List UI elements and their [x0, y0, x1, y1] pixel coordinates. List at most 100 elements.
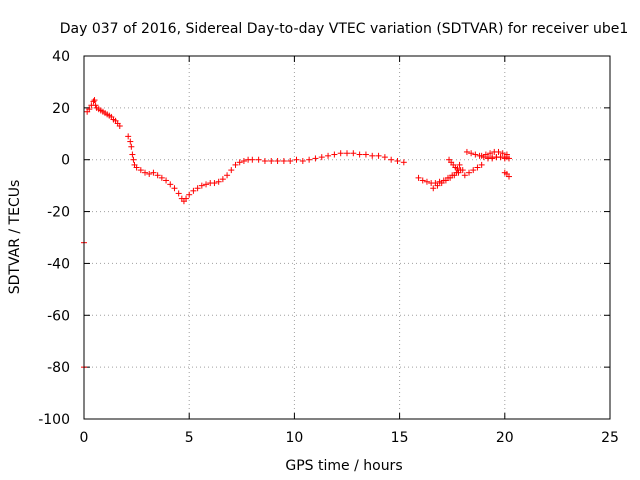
data-point	[130, 156, 137, 163]
data-point	[400, 159, 407, 166]
y-tick-label: -40	[47, 256, 70, 272]
data-point	[236, 159, 243, 166]
data-point	[506, 155, 513, 162]
data-point	[137, 167, 144, 174]
data-point	[474, 164, 481, 171]
x-axis-label: GPS time / hours	[285, 458, 402, 474]
data-point	[318, 154, 325, 161]
y-tick-label: 0	[61, 153, 70, 169]
data-point	[175, 190, 182, 197]
data-point	[478, 161, 485, 168]
data-point	[211, 180, 218, 187]
data-point	[470, 167, 477, 174]
x-tick-label: 20	[496, 430, 514, 446]
data-point	[461, 172, 468, 179]
data-point	[369, 152, 376, 159]
y-axis-label: SDTVAR / TECUs	[7, 180, 23, 295]
data-point	[240, 158, 247, 165]
data-point	[146, 170, 153, 177]
data-point	[86, 106, 93, 113]
data-point	[158, 174, 165, 181]
plot-frame	[83, 55, 611, 420]
data-point	[255, 156, 262, 163]
x-tick-label: 10	[285, 430, 303, 446]
data-point	[356, 151, 363, 158]
data-point	[459, 167, 466, 174]
data-point	[232, 161, 239, 168]
data-point	[337, 150, 344, 157]
data-point	[261, 158, 268, 165]
data-point	[331, 151, 338, 158]
data-point	[506, 173, 513, 180]
data-point	[167, 181, 174, 188]
data-point	[503, 151, 510, 158]
data-point	[171, 185, 178, 192]
data-point	[482, 151, 489, 158]
data-point	[215, 178, 222, 185]
x-tick-label: 25	[601, 430, 619, 446]
data-point	[274, 158, 281, 165]
data-point	[129, 151, 136, 158]
data-point	[456, 161, 463, 168]
data-point	[249, 156, 256, 163]
data-point	[438, 180, 445, 187]
data-point	[150, 169, 157, 176]
data-point	[154, 172, 161, 179]
data-point	[219, 176, 226, 183]
data-point	[463, 148, 470, 155]
data-points	[81, 97, 513, 371]
x-tick-label: 15	[391, 430, 409, 446]
data-point	[447, 174, 454, 181]
chart-title: Day 037 of 2016, Sidereal Day-to-day VTE…	[60, 21, 629, 37]
data-point	[362, 151, 369, 158]
data-point	[293, 156, 300, 163]
y-tick-label: -100	[38, 412, 70, 428]
data-point	[388, 156, 395, 163]
data-point	[312, 155, 319, 162]
data-point	[287, 158, 294, 165]
data-point	[344, 150, 350, 157]
data-point	[451, 172, 458, 179]
data-point	[454, 165, 461, 172]
data-point	[375, 152, 382, 159]
data-point	[381, 154, 388, 161]
data-point	[499, 150, 506, 157]
data-point	[142, 169, 149, 176]
y-tick-label: -60	[47, 308, 70, 324]
data-point	[203, 181, 210, 188]
data-point	[163, 177, 170, 184]
axis-ticks: 0 5 10 15 20 25 40 20 0 -20 -40 -60 -80 -100	[38, 49, 619, 446]
data-point	[91, 97, 98, 104]
data-point	[442, 177, 449, 184]
data-point	[128, 143, 135, 150]
data-point	[415, 174, 422, 181]
data-point	[487, 150, 494, 157]
y-tick-label: 20	[52, 101, 70, 117]
data-point	[116, 123, 123, 130]
data-point	[127, 138, 134, 145]
data-point	[306, 156, 313, 163]
data-point	[228, 167, 235, 174]
data-point	[268, 158, 275, 165]
data-point	[468, 150, 475, 157]
data-point	[495, 148, 502, 155]
data-point	[423, 178, 430, 185]
x-tick-label: 5	[185, 430, 194, 446]
data-point	[350, 150, 357, 157]
y-tick-label: 40	[52, 49, 70, 65]
data-point	[190, 187, 197, 194]
data-point	[419, 177, 426, 184]
data-point	[90, 98, 97, 105]
data-point	[430, 185, 437, 192]
data-point	[472, 151, 479, 158]
data-point	[466, 169, 473, 176]
data-point	[92, 102, 99, 109]
data-point	[280, 158, 287, 165]
data-point	[394, 158, 401, 165]
y-tick-label: -80	[47, 360, 70, 376]
data-point	[224, 172, 231, 179]
data-point	[478, 152, 485, 159]
y-tick-label: -20	[47, 205, 70, 221]
x-tick-label: 0	[80, 430, 89, 446]
